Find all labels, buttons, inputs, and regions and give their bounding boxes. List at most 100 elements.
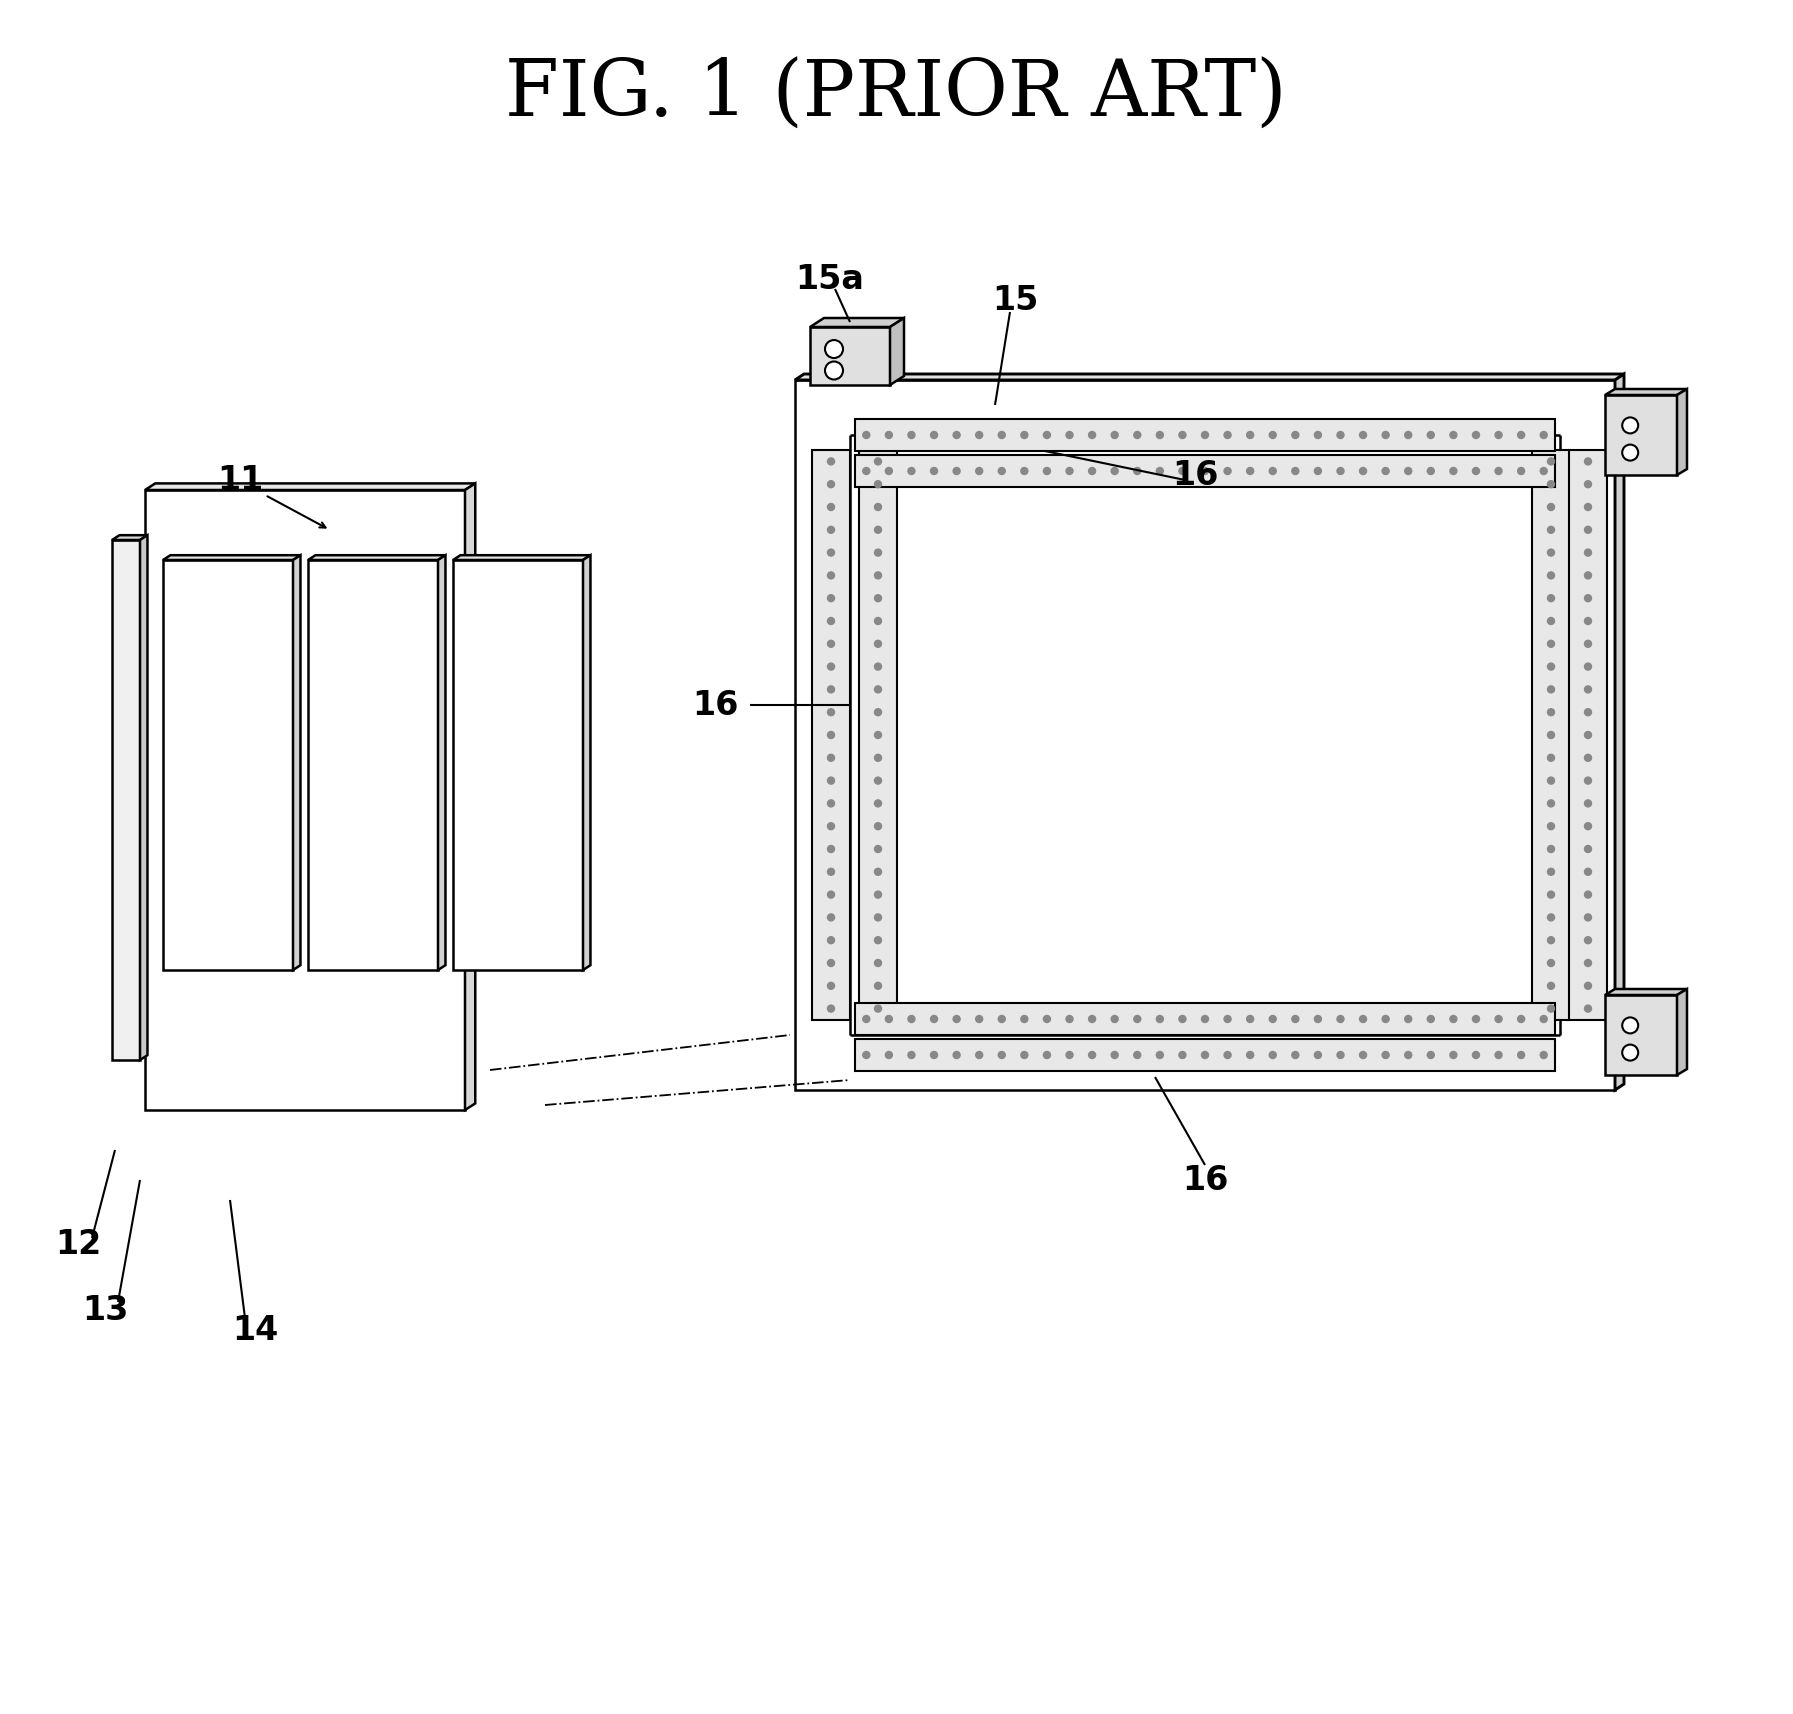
Circle shape [954,468,959,475]
Circle shape [828,686,834,692]
Circle shape [954,1051,959,1059]
Circle shape [886,468,893,475]
Polygon shape [1605,989,1687,996]
Circle shape [1451,468,1458,475]
Circle shape [1547,686,1555,692]
Circle shape [1156,1051,1164,1059]
Circle shape [1067,1051,1072,1059]
Circle shape [1547,526,1555,533]
Circle shape [828,845,834,852]
Circle shape [975,432,983,439]
Circle shape [1540,468,1547,475]
Polygon shape [812,451,850,1020]
Polygon shape [855,454,1555,487]
Circle shape [1585,800,1592,807]
Circle shape [1547,891,1555,898]
Circle shape [875,1004,882,1011]
Circle shape [1067,468,1072,475]
Circle shape [886,1051,893,1059]
Polygon shape [454,555,590,560]
Circle shape [1547,936,1555,944]
Circle shape [1495,432,1503,439]
Circle shape [1338,1051,1345,1059]
Circle shape [828,663,834,670]
Circle shape [875,891,882,898]
Circle shape [875,663,882,670]
Polygon shape [794,374,1624,381]
Circle shape [1427,432,1434,439]
Circle shape [1451,1015,1458,1023]
Circle shape [1547,800,1555,807]
Circle shape [886,432,893,439]
Circle shape [828,776,834,783]
Text: 14: 14 [231,1313,278,1347]
Circle shape [1269,468,1277,475]
Polygon shape [163,560,292,970]
Circle shape [1585,480,1592,488]
Text: FIG. 1 (PRIOR ART): FIG. 1 (PRIOR ART) [506,57,1287,134]
Polygon shape [810,319,904,327]
Circle shape [1495,1051,1503,1059]
Circle shape [875,869,882,876]
Circle shape [1517,468,1524,475]
Circle shape [1291,432,1298,439]
Circle shape [828,754,834,761]
Circle shape [1585,504,1592,511]
Circle shape [1180,1015,1185,1023]
Circle shape [1451,1051,1458,1059]
Circle shape [1359,1051,1366,1059]
Circle shape [1585,526,1592,533]
Circle shape [1112,1051,1119,1059]
Circle shape [1359,1015,1366,1023]
Circle shape [1133,1015,1140,1023]
Polygon shape [308,555,445,560]
Circle shape [1088,1015,1096,1023]
Circle shape [1547,663,1555,670]
Circle shape [1427,1015,1434,1023]
Circle shape [907,432,914,439]
Circle shape [1547,732,1555,739]
Circle shape [1472,468,1479,475]
Circle shape [828,891,834,898]
Circle shape [1269,432,1277,439]
Circle shape [1314,432,1321,439]
Polygon shape [1605,996,1676,1075]
Circle shape [828,480,834,488]
Circle shape [828,708,834,716]
Circle shape [1225,432,1232,439]
Circle shape [875,526,882,533]
Circle shape [1623,444,1639,461]
Circle shape [828,823,834,830]
Circle shape [999,1051,1006,1059]
Circle shape [862,432,870,439]
Circle shape [862,1015,870,1023]
Circle shape [875,504,882,511]
Circle shape [875,708,882,716]
Circle shape [828,504,834,511]
Circle shape [1338,432,1345,439]
Polygon shape [308,560,437,970]
Circle shape [1547,595,1555,602]
Circle shape [1547,845,1555,852]
Circle shape [1156,468,1164,475]
Polygon shape [464,483,475,1111]
Circle shape [1585,548,1592,555]
Circle shape [1338,1015,1345,1023]
Circle shape [875,754,882,761]
Circle shape [1547,617,1555,624]
Circle shape [828,595,834,602]
Circle shape [1020,1015,1027,1023]
Circle shape [1547,458,1555,464]
Polygon shape [145,490,464,1111]
Text: 15: 15 [992,283,1038,317]
Circle shape [999,468,1006,475]
Circle shape [875,686,882,692]
Text: 16: 16 [1173,459,1217,492]
Circle shape [1585,641,1592,648]
Circle shape [1112,432,1119,439]
Circle shape [1585,754,1592,761]
Circle shape [1547,708,1555,716]
Circle shape [1088,432,1096,439]
Text: 12: 12 [56,1229,100,1262]
Circle shape [954,432,959,439]
